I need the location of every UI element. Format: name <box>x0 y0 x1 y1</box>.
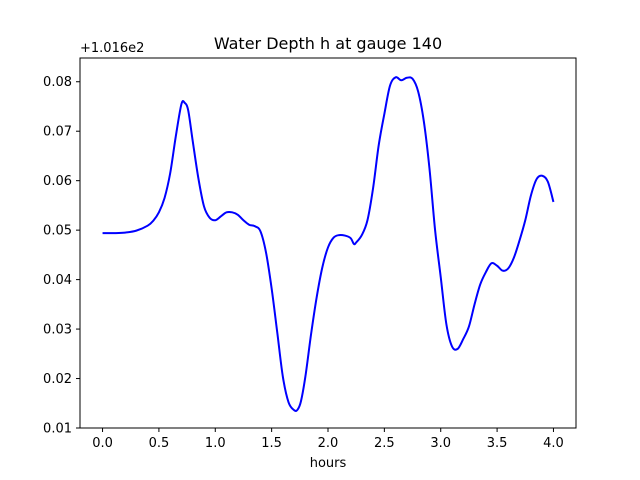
series-layer <box>102 76 555 412</box>
x-tick-label: 2.5 <box>374 436 395 451</box>
chart-title: Water Depth h at gauge 140 <box>214 34 442 53</box>
x-tick-label: 1.5 <box>261 436 282 451</box>
plot-frame <box>79 57 577 429</box>
plot-area <box>80 58 576 428</box>
y-tick-label: 0.03 <box>43 323 72 338</box>
y-tick-label: 0.05 <box>43 224 72 239</box>
x-tick-label: 1.0 <box>205 436 226 451</box>
x-tick-label: 2.0 <box>318 436 339 451</box>
y-tick-label: 0.07 <box>43 125 72 140</box>
x-axis-label: hours <box>310 456 347 471</box>
x-tick-label: 0.5 <box>149 436 170 451</box>
x-tick-label: 0.0 <box>92 436 113 451</box>
y-tick-label: 0.04 <box>43 273 72 288</box>
series-line <box>102 76 555 412</box>
y-tick-label: 0.02 <box>43 372 72 387</box>
y-axis-ticks: 0.01 0.02 0.03 0.04 0.05 0.06 0.07 0.08 <box>43 75 80 437</box>
x-axis-ticks: 0.0 0.5 1.0 1.5 2.0 2.5 3.0 3.5 4.0 <box>92 428 564 451</box>
y-axis-offset-label: +1.016e2 <box>80 41 144 56</box>
y-tick-label: 0.01 <box>43 422 72 437</box>
x-tick-label: 4.0 <box>543 436 564 451</box>
x-tick-label: 3.0 <box>430 436 451 451</box>
y-tick-label: 0.08 <box>43 75 72 90</box>
y-tick-label: 0.06 <box>43 174 72 189</box>
x-tick-label: 3.5 <box>487 436 508 451</box>
